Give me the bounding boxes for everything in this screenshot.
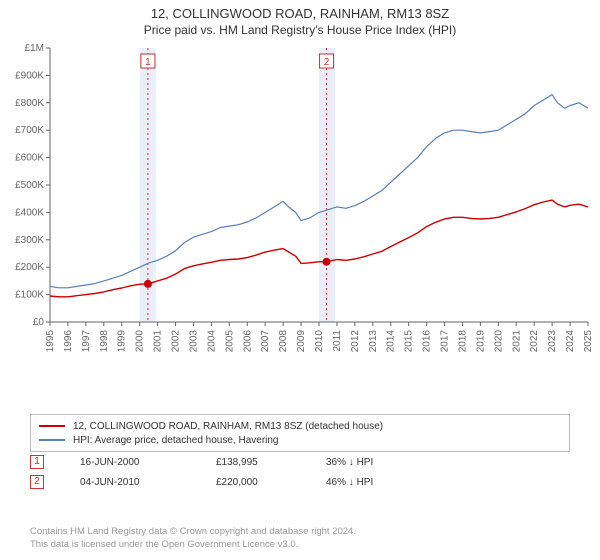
marker-delta: 36% ↓ HPI <box>326 457 446 468</box>
legend-row: 12, COLLINGWOOD ROAD, RAINHAM, RM13 8SZ … <box>39 419 561 433</box>
svg-text:2014: 2014 <box>386 330 397 353</box>
marker-date: 04-JUN-2010 <box>80 477 216 488</box>
svg-text:1: 1 <box>145 57 151 68</box>
svg-text:£100K: £100K <box>15 290 44 301</box>
svg-text:2025: 2025 <box>583 330 592 353</box>
svg-text:2016: 2016 <box>422 330 433 353</box>
svg-text:2008: 2008 <box>278 330 289 353</box>
svg-text:2: 2 <box>324 57 330 68</box>
license-line-2: This data is licensed under the Open Gov… <box>30 539 570 552</box>
svg-text:2015: 2015 <box>404 330 415 353</box>
svg-text:2010: 2010 <box>314 330 325 353</box>
svg-text:2009: 2009 <box>296 330 307 353</box>
svg-text:£400K: £400K <box>15 207 44 218</box>
svg-text:2020: 2020 <box>493 330 504 353</box>
marker-price: £138,995 <box>216 457 326 468</box>
marker-delta: 46% ↓ HPI <box>326 477 446 488</box>
svg-text:2018: 2018 <box>457 330 468 353</box>
svg-text:2017: 2017 <box>440 330 451 353</box>
legend-swatch <box>39 425 65 427</box>
chart-area: 1 2 £0 £100K £200K £300K £400K £500K £600K £700K £… <box>8 44 592 376</box>
svg-text:2001: 2001 <box>153 330 164 353</box>
svg-text:2005: 2005 <box>224 330 235 353</box>
svg-text:1996: 1996 <box>63 330 74 353</box>
chart-subtitle: Price paid vs. HM Land Registry's House … <box>10 23 590 37</box>
svg-text:2021: 2021 <box>511 330 522 353</box>
svg-text:2013: 2013 <box>368 330 379 353</box>
legend-row: HPI: Average price, detached house, Have… <box>39 433 561 447</box>
svg-text:2012: 2012 <box>350 330 361 353</box>
legend-label: 12, COLLINGWOOD ROAD, RAINHAM, RM13 8SZ … <box>73 421 383 432</box>
svg-text:£900K: £900K <box>15 70 44 81</box>
marker-row: 2 04-JUN-2010£220,00046% ↓ HPI <box>30 472 570 492</box>
sale-markers-table: 1 16-JUN-2000£138,99536% ↓ HPI 2 04-JUN-201… <box>30 452 570 492</box>
chart-title: 12, COLLINGWOOD ROAD, RAINHAM, RM13 8SZ <box>10 6 590 21</box>
svg-text:2011: 2011 <box>332 330 343 352</box>
marker-badge: 1 <box>30 455 44 469</box>
legend-label: HPI: Average price, detached house, Have… <box>73 435 279 446</box>
svg-text:2006: 2006 <box>242 330 253 353</box>
svg-text:£600K: £600K <box>15 153 44 164</box>
svg-text:1999: 1999 <box>117 330 128 353</box>
svg-text:1997: 1997 <box>81 330 92 353</box>
marker-price: £220,000 <box>216 477 326 488</box>
svg-text:£1M: £1M <box>25 44 44 54</box>
svg-text:£200K: £200K <box>15 262 44 273</box>
svg-text:2007: 2007 <box>260 330 271 353</box>
svg-text:2024: 2024 <box>565 330 576 353</box>
marker-badge: 2 <box>30 475 44 489</box>
svg-text:1995: 1995 <box>45 330 56 353</box>
marker-date: 16-JUN-2000 <box>80 457 216 468</box>
svg-text:1998: 1998 <box>99 330 110 353</box>
svg-text:£700K: £700K <box>15 125 44 136</box>
svg-text:2019: 2019 <box>475 330 486 353</box>
svg-text:2003: 2003 <box>188 330 199 353</box>
svg-text:2004: 2004 <box>206 330 217 353</box>
license-line-1: Contains HM Land Registry data © Crown c… <box>30 526 570 539</box>
svg-text:2022: 2022 <box>529 330 540 353</box>
legend: 12, COLLINGWOOD ROAD, RAINHAM, RM13 8SZ … <box>30 414 570 452</box>
svg-text:2002: 2002 <box>171 330 182 353</box>
marker-row: 1 16-JUN-2000£138,99536% ↓ HPI <box>30 452 570 472</box>
legend-swatch <box>39 439 65 441</box>
license-text: Contains HM Land Registry data © Crown c… <box>30 526 570 552</box>
svg-text:2023: 2023 <box>547 330 558 353</box>
svg-text:2000: 2000 <box>135 330 146 353</box>
svg-text:£500K: £500K <box>15 180 44 191</box>
svg-text:£0: £0 <box>33 317 45 328</box>
svg-text:£300K: £300K <box>15 235 44 246</box>
line-chart-svg: 1 2 £0 £100K £200K £300K £400K £500K £600K £700K £… <box>8 44 592 376</box>
svg-text:£800K: £800K <box>15 98 44 109</box>
